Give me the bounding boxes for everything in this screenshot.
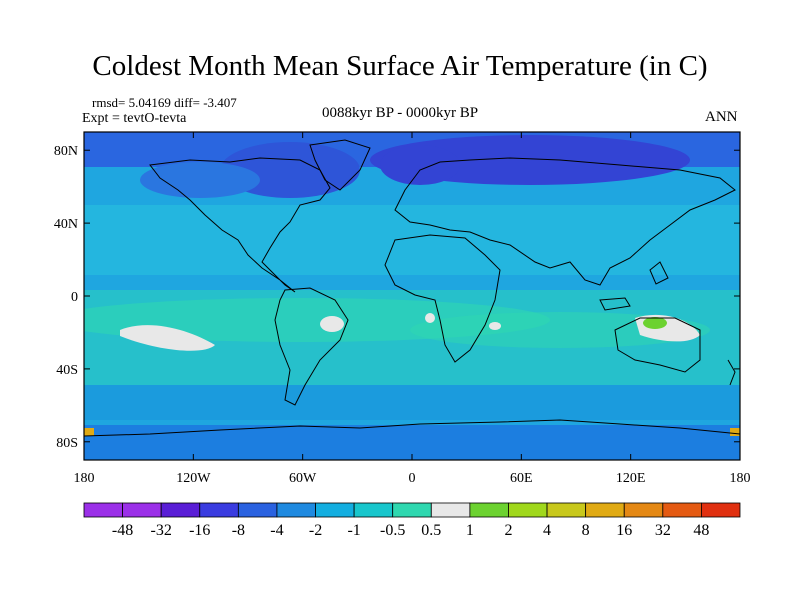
colorbar-label: 16	[616, 522, 632, 539]
y-tick-label: 40S	[56, 363, 78, 378]
colorbar-label: 32	[655, 522, 671, 539]
colorbar-swatch	[701, 502, 741, 518]
y-tick-label: 80S	[56, 436, 78, 451]
x-axis: 180 120W 60W 0 60E 120E 180	[74, 132, 751, 486]
colorbar-label: -16	[189, 522, 210, 539]
colorbar-swatch	[392, 502, 432, 518]
colorbar-label: 1	[466, 522, 474, 539]
colorbar-swatch	[315, 502, 355, 518]
x-tick-label: 0	[409, 471, 416, 486]
colorbar: -48 -32 -16 -8 -4 -2 -1 -0.5 0.5 1 2 4 8 16 32 48	[83, 502, 741, 539]
colorbar-swatch	[199, 502, 239, 518]
colorbar-swatch	[83, 502, 123, 518]
colorbar-swatch	[122, 502, 162, 518]
temperature-field	[84, 132, 740, 460]
colorbar-swatch	[623, 502, 664, 518]
map-title: Coldest Month Mean Surface Air Temperatu…	[92, 50, 708, 82]
colorbar-swatch	[430, 502, 471, 518]
colorbar-label: -2	[309, 522, 322, 539]
y-axis: 80N 40N 0 40S 80S	[54, 144, 740, 451]
experiment-label: Expt = tevtO-tevta	[82, 111, 187, 126]
colorbar-swatch	[662, 502, 702, 518]
colorbar-label: -8	[232, 522, 245, 539]
colorbar-swatch	[237, 502, 278, 518]
period-label: 0088kyr BP - 0000kyr BP	[321, 105, 479, 121]
colorbar-label: 2	[504, 522, 512, 539]
colorbar-label: -0.5	[380, 522, 405, 539]
x-tick-label: 60E	[510, 471, 533, 486]
y-tick-label: 40N	[54, 217, 78, 232]
colorbar-label: 48	[693, 522, 709, 539]
season-label: ANN	[705, 109, 738, 125]
x-tick-label: 180	[74, 471, 95, 486]
colorbar-swatch	[508, 502, 548, 518]
x-tick-label: 60W	[289, 471, 317, 486]
y-tick-label: 0	[71, 290, 78, 305]
colorbar-swatch	[353, 502, 394, 518]
colorbar-swatch	[546, 502, 587, 518]
colorbar-label: 4	[543, 522, 551, 539]
stats-label: rmsd= 5.04169 diff= -3.407	[92, 95, 237, 110]
x-tick-label: 120E	[616, 471, 646, 486]
colorbar-label: 8	[582, 522, 590, 539]
colorbar-label: -4	[270, 522, 283, 539]
colorbar-label: -32	[151, 522, 172, 539]
x-tick-label: 180	[730, 471, 751, 486]
colorbar-swatch	[469, 502, 509, 518]
colorbar-swatch	[160, 502, 201, 518]
colorbar-label: -1	[347, 522, 360, 539]
coastlines	[84, 139, 740, 437]
colorbar-swatch	[276, 502, 316, 518]
colorbar-swatch	[585, 502, 625, 518]
colorbar-label: 0.5	[421, 522, 441, 539]
x-tick-label: 120W	[176, 471, 211, 486]
colorbar-label: -48	[112, 522, 133, 539]
y-tick-label: 80N	[54, 144, 78, 159]
